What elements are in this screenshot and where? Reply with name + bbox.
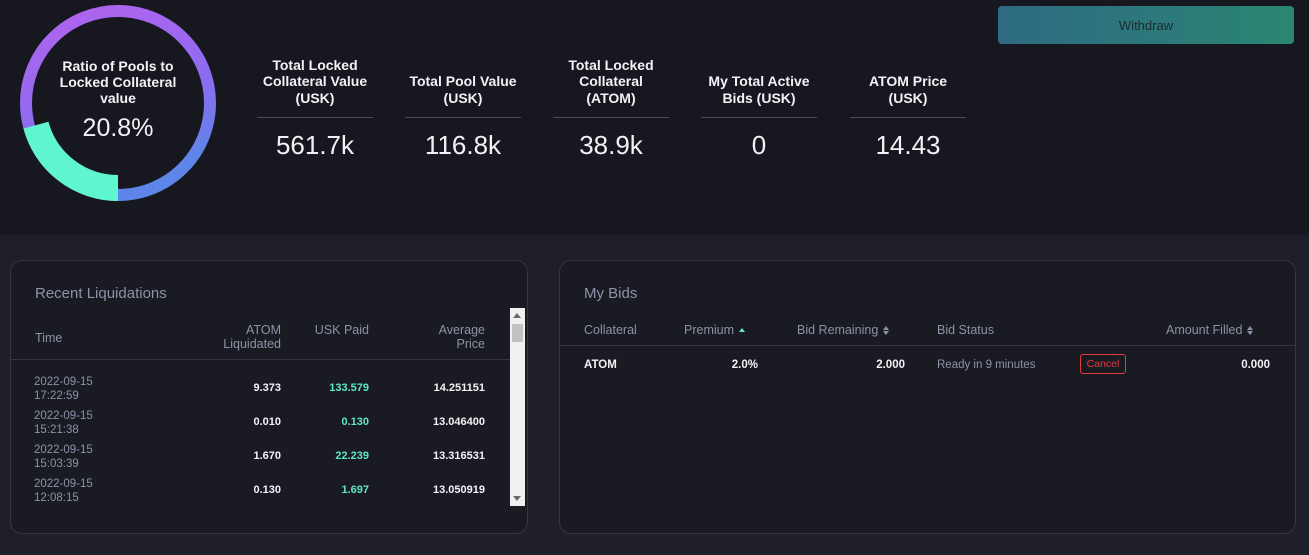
time-cell: 2022-09-15 12:08:15	[34, 477, 93, 505]
ratio-value: 20.8%	[82, 114, 154, 142]
atom-liquidated-cell: 1.670	[253, 450, 281, 462]
stat-value: 38.9k	[579, 130, 643, 160]
stat-total-pool-value: Total Pool Value (USK) 116.8k	[405, 56, 521, 161]
table-row: 2022-09-15 17:22:59 9.373 133.579 14.2511…	[11, 367, 511, 403]
collateral-cell: ATOM	[584, 359, 617, 371]
stat-total-locked-collateral-atom: Total Locked Collateral (ATOM) 38.9k	[553, 56, 669, 161]
stat-divider	[701, 117, 817, 118]
atom-liquidated-cell: 0.130	[253, 484, 281, 496]
stat-divider	[405, 117, 521, 118]
stat-divider	[850, 117, 966, 118]
clock-text: 15:03:39	[34, 458, 79, 470]
date-text: 2022-09-15	[34, 376, 93, 388]
column-header-label: Bid Status	[937, 323, 994, 337]
usk-paid-cell: 1.697	[341, 484, 369, 496]
column-header-label: Amount Filled	[1166, 323, 1243, 337]
stat-label: My Total Active Bids (USK)	[708, 73, 810, 106]
column-header-bid-status[interactable]: Bid Status	[937, 323, 994, 337]
sort-ascending-icon[interactable]	[739, 328, 746, 333]
table-row: 2022-09-15 15:21:38 0.010 0.130 13.046400	[11, 401, 511, 437]
panel-title: Recent Liquidations	[35, 285, 167, 302]
column-header-time: Time	[35, 331, 63, 345]
pool-ratio-ring	[20, 5, 216, 201]
stat-value: 14.43	[875, 130, 941, 160]
ratio-title: Ratio of Pools to Locked Collateral valu…	[59, 58, 177, 106]
column-header-amount-filled[interactable]: Amount Filled	[1166, 323, 1254, 337]
cancel-bid-button[interactable]: Cancel	[1080, 354, 1126, 374]
bid-status-cell: Ready in 9 minutes	[937, 359, 1036, 371]
scroll-down-arrow-icon[interactable]	[513, 496, 521, 501]
usk-paid-cell: 0.130	[341, 416, 369, 428]
stat-label: Total Pool Value (USK)	[409, 73, 517, 106]
scrollbar-thumb[interactable]	[512, 324, 523, 342]
average-price-cell: 14.251151	[433, 382, 485, 394]
ring-fill-arc	[23, 121, 119, 201]
average-price-cell: 13.316531	[433, 450, 485, 462]
pool-ratio-donut: Ratio of Pools to Locked Collateral valu…	[13, 0, 223, 210]
column-header-atom-liquidated: ATOM Liquidated	[223, 323, 281, 351]
stat-label: Total Locked Collateral Value (USK)	[262, 56, 368, 106]
stat-label: Total Locked Collateral (ATOM)	[568, 56, 654, 106]
date-text: 2022-09-15	[34, 444, 93, 456]
stat-value: 0	[751, 130, 767, 160]
column-header-average-price: Average Price	[438, 323, 485, 351]
table-row: 2022-09-15 15:03:39 1.670 22.239 13.31653…	[11, 435, 511, 471]
column-header-collateral[interactable]: Collateral	[584, 323, 637, 337]
premium-cell: 2.0%	[731, 359, 758, 371]
usk-paid-cell: 133.579	[329, 382, 369, 394]
column-header-label: Bid Remaining	[797, 323, 879, 337]
stat-atom-price: ATOM Price (USK) 14.43	[850, 56, 966, 161]
stat-divider	[553, 117, 669, 118]
atom-liquidated-cell: 9.373	[253, 382, 281, 394]
header-divider	[560, 345, 1295, 346]
stat-value: 561.7k	[275, 130, 355, 160]
liquidations-scrollbar[interactable]	[510, 308, 525, 506]
table-header: Time ATOM Liquidated USK Paid Average Pr…	[11, 321, 511, 361]
table-row: 2022-09-15 12:08:15 0.130 1.697 13.050919	[11, 469, 511, 505]
usk-paid-cell: 22.239	[335, 450, 369, 462]
average-price-cell: 13.050919	[433, 484, 485, 496]
withdraw-button[interactable]: Withdraw	[998, 6, 1294, 44]
sort-toggle-icon[interactable]	[1247, 326, 1254, 336]
table-row: 2022-09-15	[11, 503, 511, 509]
time-cell: 2022-09-15 15:03:39	[34, 443, 93, 471]
column-header-usk-paid: USK Paid	[314, 323, 369, 337]
clock-text: 15:21:38	[34, 424, 79, 436]
recent-liquidations-panel: Recent Liquidations Time ATOM Liquidated…	[10, 260, 528, 534]
stat-my-total-active-bids: My Total Active Bids (USK) 0	[701, 56, 817, 161]
column-header-label: Premium	[684, 323, 735, 337]
atom-liquidated-cell: 0.010	[253, 416, 281, 428]
my-bids-panel: My Bids Collateral Premium Bid Remaining…	[559, 260, 1296, 534]
scroll-up-arrow-icon[interactable]	[513, 313, 521, 318]
stat-total-locked-collateral-value: Total Locked Collateral Value (USK) 561.…	[257, 56, 373, 161]
stat-label: ATOM Price (USK)	[868, 73, 948, 106]
liquidations-list[interactable]: 2022-09-15 17:22:59 9.373 133.579 14.2511…	[11, 361, 511, 509]
clock-text: 17:22:59	[34, 390, 79, 402]
panel-title: My Bids	[584, 285, 638, 302]
bid-remaining-cell: 2.000	[876, 359, 905, 371]
time-cell: 2022-09-15 15:21:38	[34, 409, 93, 437]
sort-toggle-icon[interactable]	[883, 326, 890, 336]
summary-header: Ratio of Pools to Locked Collateral valu…	[0, 0, 1309, 235]
amount-filled-cell: 0.000	[1241, 359, 1270, 371]
stat-value: 116.8k	[424, 130, 502, 160]
column-header-bid-remaining[interactable]: Bid Remaining	[797, 323, 890, 337]
date-text: 2022-09-15	[34, 410, 93, 422]
time-cell: 2022-09-15 17:22:59	[34, 375, 93, 403]
header-divider	[11, 359, 511, 360]
average-price-cell: 13.046400	[433, 416, 485, 428]
date-text: 2022-09-15	[34, 478, 93, 490]
clock-text: 12:08:15	[34, 492, 79, 504]
column-header-premium[interactable]: Premium	[684, 323, 746, 337]
stat-divider	[257, 117, 373, 118]
column-header-label: Collateral	[584, 323, 637, 337]
